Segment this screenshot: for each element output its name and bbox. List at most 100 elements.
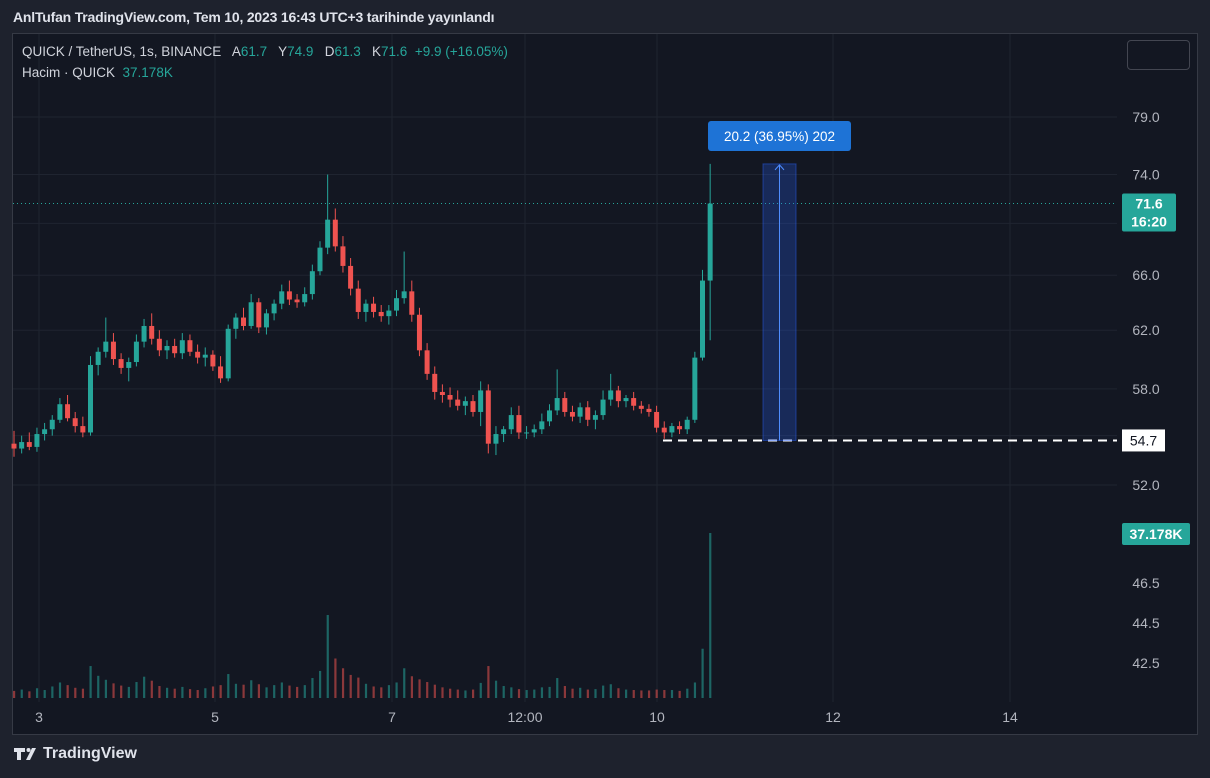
volume-bar bbox=[525, 690, 528, 698]
candle-body bbox=[371, 303, 377, 312]
time-axis: 3 5 7 12:00 10 12 14 bbox=[35, 709, 1018, 725]
candle-body bbox=[455, 399, 461, 406]
volume-bar bbox=[533, 689, 536, 698]
candle-body bbox=[531, 429, 537, 433]
volume-bar bbox=[13, 690, 16, 698]
candle-body bbox=[401, 291, 407, 299]
candle-body bbox=[638, 405, 644, 409]
volume-bar bbox=[311, 678, 314, 698]
volume-bar bbox=[693, 682, 697, 698]
measure-label: 20.2 (36.95%) 202 bbox=[724, 129, 835, 144]
volume-bar bbox=[35, 688, 39, 698]
candle-body bbox=[554, 398, 560, 411]
volume-bar bbox=[196, 690, 199, 698]
candle-body bbox=[654, 411, 660, 428]
candle-body bbox=[195, 351, 201, 358]
volume-bar bbox=[74, 687, 77, 698]
price-axis: 79.0 74.0 66.0 62.0 58.0 52.0 46.5 44.5 42.5 71.6… bbox=[1122, 109, 1190, 671]
candle-body bbox=[294, 299, 300, 303]
candle-body bbox=[286, 291, 292, 300]
candle-body bbox=[386, 310, 392, 317]
candle-body bbox=[72, 418, 78, 427]
candle-body bbox=[149, 325, 155, 339]
candle-body bbox=[661, 427, 667, 433]
close-label: K bbox=[372, 44, 382, 59]
volume-bar bbox=[234, 683, 238, 698]
candle-body bbox=[577, 407, 583, 417]
volume-bar bbox=[296, 686, 299, 698]
candle-body bbox=[394, 298, 399, 311]
volume-bar bbox=[479, 682, 482, 698]
candle-body bbox=[325, 219, 331, 248]
candle-body bbox=[133, 341, 139, 363]
volume-bar bbox=[104, 679, 107, 698]
volume-label[interactable]: Hacim · QUICK bbox=[22, 65, 116, 80]
volume-bar bbox=[364, 683, 368, 698]
candle-body bbox=[126, 362, 132, 368]
candle-body bbox=[302, 294, 308, 303]
volume-bar bbox=[120, 685, 123, 698]
candle-body bbox=[608, 390, 614, 400]
open-label: A bbox=[231, 44, 241, 59]
candle-body bbox=[110, 341, 116, 360]
volume-value: 37.178K bbox=[122, 65, 173, 80]
candle-body bbox=[508, 415, 514, 430]
candle-body bbox=[42, 429, 48, 435]
candle-body bbox=[478, 390, 484, 412]
symbol-label[interactable]: QUICK / TetherUS, 1s, BINANCE bbox=[22, 44, 222, 59]
chart-pane[interactable] bbox=[12, 33, 1198, 735]
close-value: 71.6 bbox=[381, 44, 408, 59]
open-value: 61.7 bbox=[240, 44, 268, 59]
volume-bar bbox=[303, 685, 306, 698]
volume-bar bbox=[173, 688, 176, 698]
volume-bar bbox=[166, 687, 169, 698]
candle-body bbox=[225, 328, 231, 379]
candle-body bbox=[615, 390, 621, 402]
volume-bars bbox=[13, 533, 712, 698]
volume-bar bbox=[517, 689, 521, 698]
candle-body bbox=[669, 426, 675, 433]
candle-body bbox=[256, 302, 262, 328]
candle-body bbox=[11, 443, 17, 449]
volume-bar bbox=[150, 680, 153, 698]
candle-body bbox=[355, 288, 361, 312]
volume-bar bbox=[441, 687, 444, 698]
low-label: D bbox=[324, 44, 335, 59]
candle-body bbox=[348, 265, 354, 289]
candle-body bbox=[692, 357, 698, 420]
volume-bar bbox=[487, 666, 490, 698]
volume-bar bbox=[28, 691, 31, 698]
candle-body bbox=[432, 373, 438, 392]
time-tick: 14 bbox=[1002, 709, 1018, 725]
volume-bar bbox=[403, 668, 406, 698]
candle-body bbox=[26, 442, 32, 447]
candle-body bbox=[493, 434, 499, 444]
candle-body bbox=[271, 303, 277, 314]
volume-bar bbox=[686, 688, 689, 698]
candle-body bbox=[585, 407, 591, 420]
candle-body bbox=[164, 345, 170, 351]
price-tick: 52.0 bbox=[1132, 477, 1159, 493]
horizontal-line-tag bbox=[1122, 429, 1165, 452]
candle-body bbox=[363, 303, 369, 312]
chart-settings-button[interactable] bbox=[1127, 40, 1190, 70]
horizontal-line-value: 54.7 bbox=[1130, 432, 1157, 448]
candle-body bbox=[218, 366, 224, 379]
volume-bar bbox=[540, 687, 544, 698]
candle-body bbox=[156, 338, 162, 351]
candle-body bbox=[600, 399, 606, 416]
volume-bar bbox=[250, 680, 253, 698]
candle-body bbox=[447, 394, 453, 400]
volume-bar bbox=[456, 689, 459, 698]
volume-bar bbox=[655, 689, 658, 698]
candle-body bbox=[416, 314, 422, 351]
volume-bar bbox=[617, 688, 620, 698]
candle-body bbox=[501, 429, 507, 435]
candle-body bbox=[187, 340, 193, 352]
candle-body bbox=[241, 317, 246, 326]
volume-bar bbox=[66, 685, 69, 698]
volume-bar bbox=[548, 686, 551, 698]
volume-bar bbox=[112, 683, 115, 698]
volume-bar bbox=[563, 686, 566, 698]
